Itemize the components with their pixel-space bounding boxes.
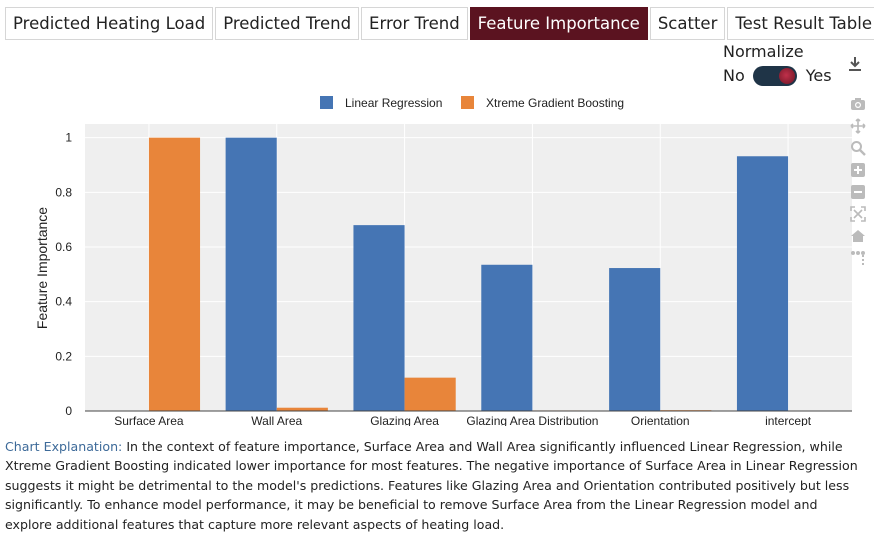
tab-error-trend[interactable]: Error Trend [361,7,468,40]
legend-label[interactable]: Xtreme Gradient Boosting [486,96,624,110]
x-tick-label: Glazing Area [370,414,439,426]
explanation-text: In the context of feature importance, Su… [5,439,858,532]
legend-swatch[interactable] [320,96,333,109]
legend-swatch[interactable] [461,96,474,109]
pan-icon[interactable] [850,118,866,134]
bar-xgboost-0[interactable] [148,137,201,411]
zoom-in-icon[interactable] [850,162,866,178]
y-tick-label: 0.2 [55,349,72,363]
y-tick-label: 0.6 [55,240,72,254]
normalize-on-label: Yes [805,66,832,85]
bar-linear-regression-2[interactable] [353,225,405,411]
chart-svg: 0 0.2 0.4 0.6 0.8 1 Surface Area Wall Area Glaz… [34,96,852,426]
y-tick-label: 0.8 [55,185,72,199]
bar-linear-regression-1[interactable] [225,137,277,411]
zoom-icon[interactable] [850,140,866,156]
camera-icon[interactable] [850,96,866,112]
plot-area [85,124,852,411]
legend-label[interactable]: Linear Regression [345,96,442,110]
bar-xgboost-1[interactable] [276,407,328,411]
chart-explanation: Chart Explanation: In the context of fea… [5,437,867,534]
zoom-out-icon[interactable] [850,184,866,200]
y-tick-label: 1 [65,131,72,145]
y-tick-label: 0.4 [55,295,72,309]
tab-feature-importance[interactable]: Feature Importance [469,7,648,40]
bar-xgboost-2[interactable] [404,377,456,411]
tab-predicted-trend[interactable]: Predicted Trend [215,7,360,40]
x-tick-label: intercept [765,414,812,426]
y-tick-label: 0 [65,404,72,418]
bar-linear-regression-4[interactable] [609,268,661,411]
explanation-label: Chart Explanation: [5,439,123,454]
reset-axes-icon[interactable] [850,228,866,244]
x-tick-label: Wall Area [251,414,302,426]
x-tick-label: Surface Area [114,414,184,426]
tab-test-result-table[interactable]: Test Result Table [727,7,874,40]
tab-scatter[interactable]: Scatter [649,7,726,40]
normalize-label: Normalize [723,42,804,61]
bar-linear-regression-3[interactable] [481,264,533,411]
chart-modebar [850,96,868,272]
x-tick-label: Glazing Area Distribution [466,414,598,426]
tab-predicted-heating-load[interactable]: Predicted Heating Load [5,7,214,40]
normalize-off-label: No [723,66,745,85]
download-icon[interactable] [848,56,862,72]
normalize-switch[interactable] [752,66,797,86]
normalize-toggle-row: No Yes [723,66,832,86]
switch-knob[interactable] [778,68,795,84]
tab-bar: Predicted Heating Load Predicted Trend E… [5,7,874,40]
y-axis-label: Feature Importance [34,207,50,329]
spike-lines-icon[interactable] [850,250,866,266]
x-tick-label: Orientation [631,414,690,426]
autoscale-icon[interactable] [850,206,866,222]
bar-linear-regression-5[interactable] [736,156,789,411]
feature-importance-chart: 0 0.2 0.4 0.6 0.8 1 Surface Area Wall Area Glaz… [0,86,874,426]
